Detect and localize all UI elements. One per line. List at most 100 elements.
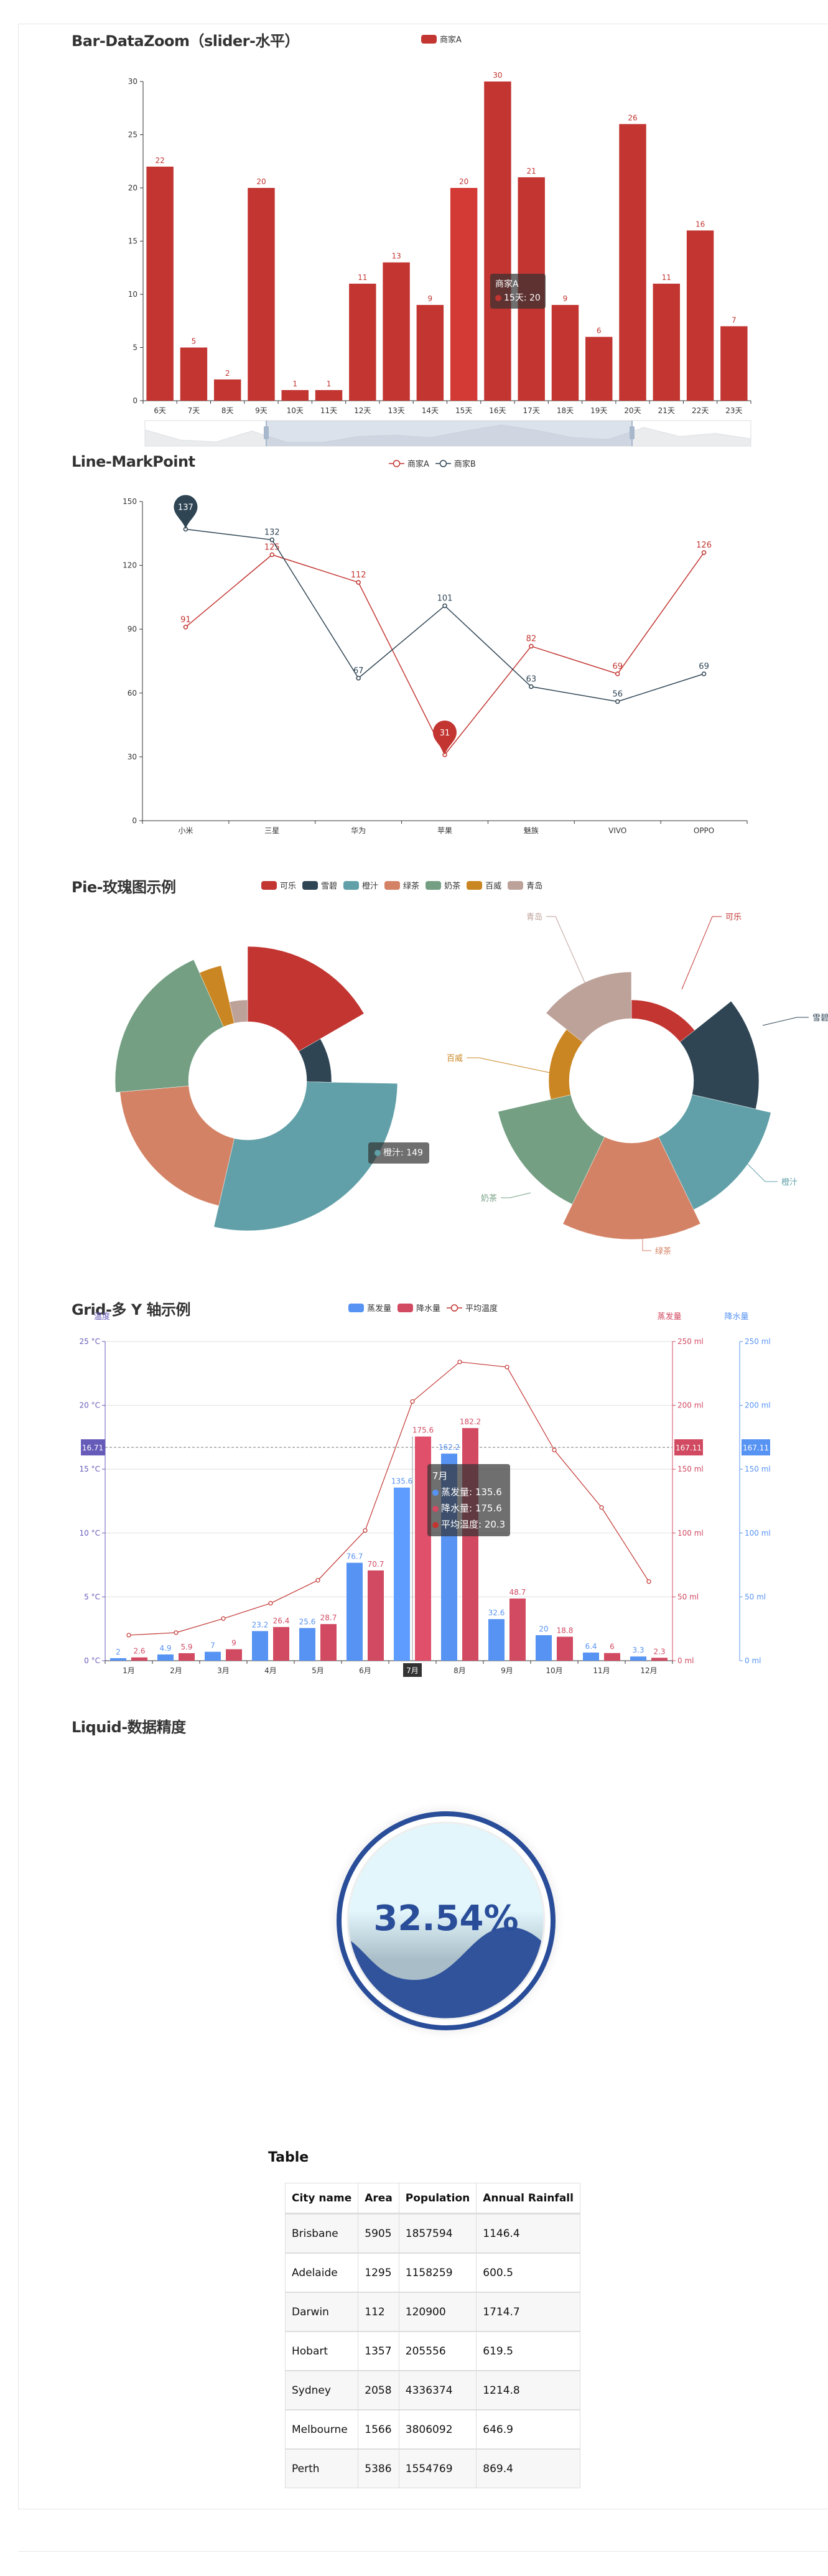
legend-item-evaporation[interactable]: 蒸发量: [348, 1302, 391, 1314]
bar-evaporation[interactable]: [347, 1562, 363, 1661]
markpoint-pin-icon[interactable]: 137: [174, 495, 198, 530]
data-point[interactable]: [268, 1601, 273, 1606]
data-point[interactable]: [442, 603, 447, 609]
liquid-chart[interactable]: 32.54%: [322, 1796, 570, 2045]
slice-budweiser[interactable]: [548, 1029, 583, 1100]
bar[interactable]: [585, 337, 613, 401]
bar-precipitation[interactable]: [131, 1657, 147, 1661]
data-point[interactable]: [646, 1579, 651, 1584]
data-point[interactable]: [315, 1578, 320, 1583]
slice-cola[interactable]: [247, 946, 365, 1052]
legend-item[interactable]: 橙汁: [343, 879, 378, 891]
bar-precipitation[interactable]: [462, 1428, 478, 1661]
slice-orange-juice[interactable]: [658, 1094, 771, 1210]
bar-evaporation[interactable]: [488, 1619, 505, 1661]
slice-green-tea[interactable]: [562, 1136, 701, 1240]
slice-milk-tea[interactable]: [114, 959, 224, 1093]
slice-green-tea[interactable]: [119, 1086, 235, 1206]
line-chart[interactable]: 0 30 60 90 120 150 小米 三星 华为 苹果 魅族 VIVO OPPO 91 125 112 8…: [0, 448, 828, 846]
bar[interactable]: [551, 305, 579, 401]
bar[interactable]: [349, 283, 376, 401]
bar-precipitation[interactable]: [179, 1653, 195, 1661]
data-point[interactable]: [529, 643, 534, 649]
data-point[interactable]: [615, 699, 620, 704]
bar-evaporation[interactable]: [110, 1658, 126, 1661]
bar[interactable]: [180, 347, 208, 401]
bar-evaporation[interactable]: [157, 1654, 174, 1661]
data-point[interactable]: [363, 1528, 368, 1533]
bar-precipitation[interactable]: [273, 1626, 289, 1661]
bar[interactable]: [146, 166, 174, 401]
data-point[interactable]: [174, 1630, 179, 1635]
data-point[interactable]: [552, 1447, 557, 1453]
bar-evaporation[interactable]: [252, 1631, 268, 1661]
bar[interactable]: [315, 390, 343, 401]
bar[interactable]: [213, 379, 241, 401]
bar-evaporation[interactable]: [394, 1487, 410, 1661]
data-point[interactable]: [701, 550, 707, 555]
bar-precipitation[interactable]: [651, 1658, 668, 1661]
legend-item-merchant-a[interactable]: 商家A: [421, 33, 462, 45]
bar[interactable]: [720, 326, 748, 401]
bar-precipitation[interactable]: [509, 1598, 526, 1661]
bar-precipitation[interactable]: [320, 1624, 337, 1661]
data-point[interactable]: [701, 671, 707, 676]
bar[interactable]: [686, 230, 714, 401]
slice-tsingtao[interactable]: [229, 999, 248, 1024]
legend-item-avg-temp[interactable]: 平均温度: [447, 1302, 498, 1314]
data-point[interactable]: [356, 676, 361, 681]
legend-item[interactable]: 奶茶: [426, 879, 460, 891]
bar[interactable]: [281, 390, 309, 401]
bar-evaporation[interactable]: [299, 1628, 315, 1661]
grid-chart[interactable]: 0 °C 0 ml 0 ml 5 °C 50 ml 50 ml 10 °C 100 ml 100…: [0, 1282, 828, 1705]
data-point[interactable]: [410, 1399, 415, 1404]
legend-item-merchant-b[interactable]: 商家B: [435, 457, 476, 469]
data-point[interactable]: [183, 625, 188, 630]
legend-item[interactable]: 雪碧: [302, 879, 337, 891]
legend-item-merchant-a[interactable]: 商家A: [389, 457, 429, 469]
slider-handle[interactable]: [630, 426, 635, 439]
bar[interactable]: [619, 124, 646, 401]
data-point[interactable]: [615, 671, 620, 676]
bar-precipitation[interactable]: [557, 1636, 573, 1661]
data-point[interactable]: [269, 537, 275, 543]
column-header[interactable]: Population: [398, 2183, 477, 2214]
data-point[interactable]: [599, 1505, 604, 1510]
data-point[interactable]: [529, 684, 534, 689]
markpoint-pin-icon[interactable]: 31: [433, 720, 457, 755]
bar-evaporation[interactable]: [583, 1652, 599, 1661]
bar-precipitation[interactable]: [368, 1570, 384, 1661]
legend-item[interactable]: 绿茶: [384, 879, 419, 891]
column-header[interactable]: Area: [358, 2183, 399, 2214]
bar-precipitation[interactable]: [604, 1653, 620, 1661]
data-point[interactable]: [126, 1633, 131, 1638]
bar-evaporation[interactable]: [630, 1656, 646, 1661]
legend-item[interactable]: 青岛: [508, 879, 542, 891]
column-header[interactable]: Annual Rainfall: [476, 2183, 580, 2214]
data-point[interactable]: [221, 1616, 226, 1621]
data-point[interactable]: [356, 580, 361, 585]
datazoom-slider[interactable]: [144, 420, 751, 447]
bar-chart[interactable]: 0 5 10 15 20 25 30 22 6天 5 7天 2 8天 20 9天 1 10天 1 11天 11 12天 1…: [0, 0, 828, 454]
column-header[interactable]: City name: [284, 2183, 359, 2214]
bar[interactable]: [450, 188, 478, 401]
slider-handle[interactable]: [264, 426, 269, 439]
slice-tsingtao[interactable]: [546, 971, 632, 1043]
slice-sprite[interactable]: [679, 1001, 760, 1109]
slice-cola[interactable]: [631, 999, 695, 1042]
bar[interactable]: [248, 188, 275, 401]
data-point[interactable]: [269, 552, 275, 558]
bar-precipitation[interactable]: [226, 1649, 242, 1661]
data-point[interactable]: [457, 1360, 462, 1365]
slice-milk-tea[interactable]: [498, 1094, 605, 1205]
bar-evaporation[interactable]: [205, 1651, 221, 1661]
bar[interactable]: [416, 305, 444, 401]
legend-item-precipitation[interactable]: 降水量: [398, 1302, 440, 1314]
bar[interactable]: [484, 82, 511, 401]
bar[interactable]: [383, 262, 410, 401]
legend-item[interactable]: 可乐: [261, 879, 296, 891]
bar[interactable]: [653, 283, 681, 401]
data-point[interactable]: [505, 1365, 509, 1370]
legend-item[interactable]: 百威: [467, 879, 501, 891]
